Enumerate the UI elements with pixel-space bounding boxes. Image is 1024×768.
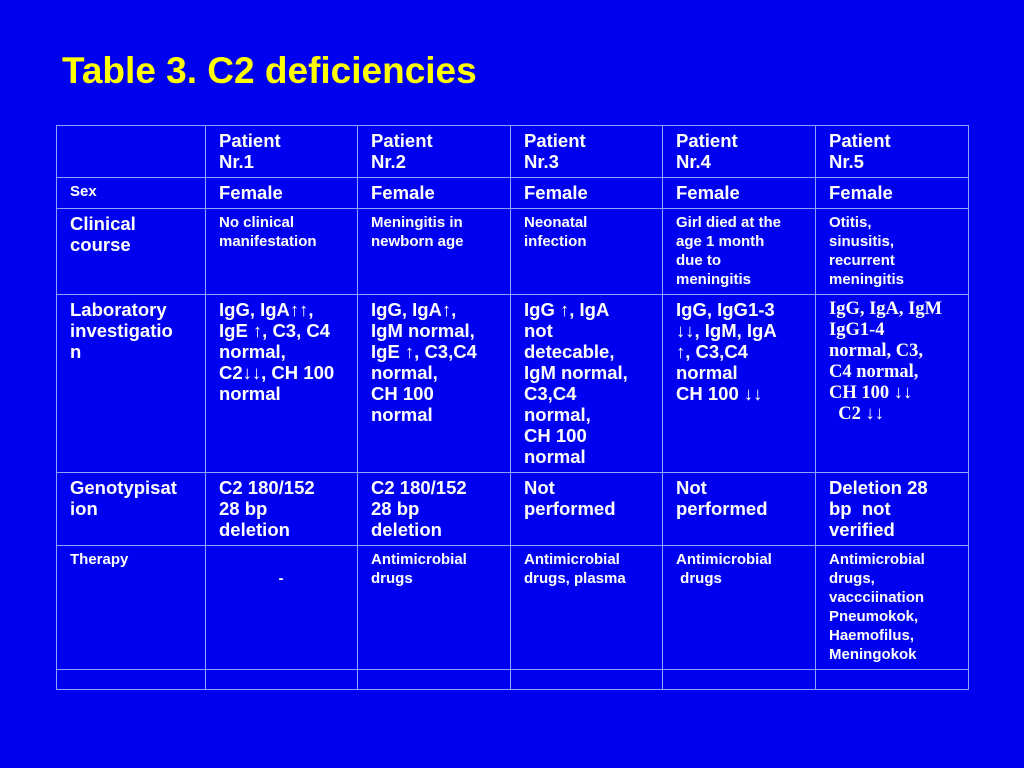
row-label: Sex	[70, 183, 97, 200]
table-cell: Antimicrobial drugs	[371, 551, 467, 587]
table-cell: Female	[219, 182, 283, 203]
table-cell: IgG, IgA↑, IgM normal, IgE ↑, C3,C4 norm…	[371, 299, 477, 425]
row-label: Therapy	[70, 551, 129, 568]
table-cell: Female	[829, 182, 893, 203]
table-cell: IgG, IgA↑↑, IgE ↑, C3, C4 normal, C2↓↓, …	[219, 299, 335, 404]
table-cell: C2 180/152 28 bp deletion	[219, 477, 315, 540]
grid-line	[205, 125, 206, 690]
grid-line	[56, 669, 969, 670]
grid-line	[56, 208, 969, 209]
table-cell: Female	[524, 182, 588, 203]
table-cell: C2 180/152 28 bp deletion	[371, 477, 467, 540]
table-cell: Female	[371, 182, 435, 203]
table-cell: IgG, IgG1-3 ↓↓, IgM, IgA ↑, C3,C4 normal…	[676, 299, 777, 404]
grid-line	[56, 125, 969, 126]
table-cell: Otitis, sinusitis, recurrent meningitis	[829, 214, 905, 288]
table-cell: Not performed	[676, 477, 768, 519]
table-cell: IgG ↑, IgA not detecable, IgM normal, C3…	[524, 299, 628, 467]
column-header: Patient Nr.5	[829, 130, 891, 172]
table-cell: IgG, IgA, IgM IgG1-4 normal, C3, C4 norm…	[829, 299, 943, 424]
table-cell: Neonatal infection	[524, 214, 588, 250]
table-cell: -	[278, 570, 284, 587]
row-label: Clinical course	[70, 213, 136, 255]
table-cell: Antimicrobial drugs	[676, 551, 772, 587]
table-cell: Meningitis in newborn age	[371, 214, 464, 250]
row-label: Genotypisat ion	[70, 477, 177, 519]
grid-line	[357, 125, 358, 690]
column-header: Patient Nr.2	[371, 130, 433, 172]
grid-line	[56, 294, 969, 295]
grid-line	[56, 545, 969, 546]
column-header: Patient Nr.4	[676, 130, 738, 172]
grid-line	[815, 125, 816, 690]
table-cell: Antimicrobial drugs, vaccciination Pneum…	[829, 551, 925, 663]
grid-line	[510, 125, 511, 690]
column-header: Patient Nr.1	[219, 130, 281, 172]
grid-line	[56, 472, 969, 473]
grid-line	[968, 125, 969, 690]
table-cell: Antimicrobial drugs, plasma	[524, 551, 626, 587]
slide-title: Table 3. C2 deficiencies	[62, 50, 477, 91]
grid-line	[662, 125, 663, 690]
row-label: Laboratory investigatio n	[70, 299, 173, 362]
grid-line	[56, 177, 969, 178]
grid-line	[56, 689, 969, 690]
table-cell: Female	[676, 182, 740, 203]
grid-line	[56, 125, 57, 690]
table-cell: Not performed	[524, 477, 616, 519]
table-cell: Deletion 28 bp not verified	[829, 477, 928, 540]
table-cell: No clinical manifestation	[219, 214, 317, 250]
table-cell: Girl died at the age 1 month due to meni…	[676, 214, 782, 288]
column-header: Patient Nr.3	[524, 130, 586, 172]
